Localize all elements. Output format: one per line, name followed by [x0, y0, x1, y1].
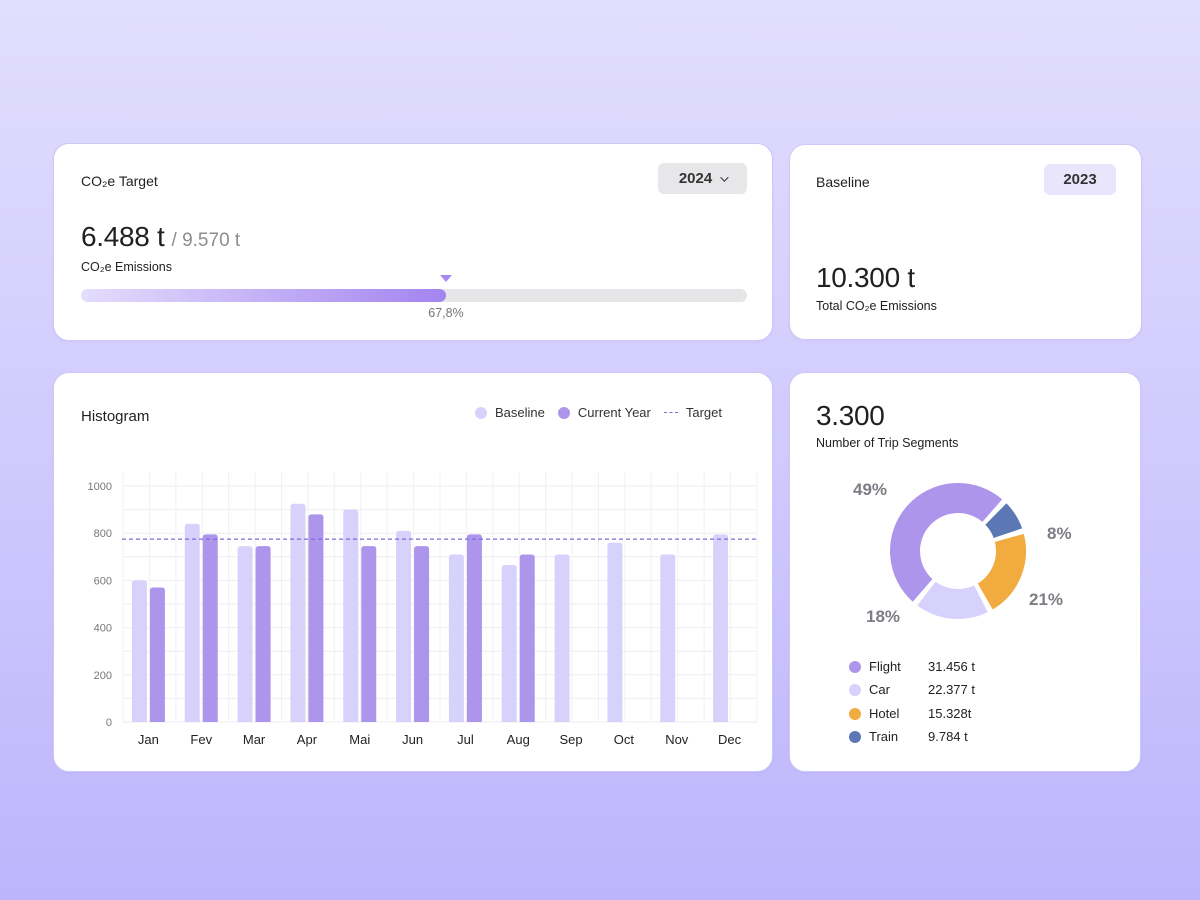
current-year-bar: [202, 534, 218, 722]
target-total-value: / 9.570 t: [171, 230, 241, 251]
baseline-year-badge: 2023: [1044, 164, 1116, 195]
baseline-bar: [660, 554, 676, 722]
year-select-value: 2024: [678, 170, 713, 187]
legend-name: Train: [869, 729, 899, 744]
target-dash-swatch: [663, 412, 678, 413]
baseline-bar: [131, 580, 147, 722]
current-year-bar: [519, 554, 535, 722]
progress-marker-icon: [439, 275, 452, 282]
pct-label-train: 8%: [1047, 524, 1072, 543]
donut-legend-hotel: Hotel 15.328t: [849, 706, 971, 721]
car-swatch: [849, 683, 861, 696]
current-year-bar: [466, 534, 482, 722]
x-tick-label: Fev: [190, 732, 212, 747]
y-tick-label: 600: [94, 575, 112, 587]
current-year-bar: [361, 546, 377, 722]
legend-name: Car: [869, 682, 890, 697]
baseline-bar: [713, 534, 729, 722]
legend-baseline: Baseline: [475, 405, 545, 420]
legend-value: 31.456 t: [928, 659, 975, 674]
current-year-swatch: [557, 406, 570, 419]
x-tick-label: Apr: [297, 732, 318, 747]
trip-donut-chart: [888, 481, 1028, 621]
x-tick-label: Jul: [457, 732, 474, 747]
y-tick-label: 400: [94, 623, 112, 635]
legend-target: Target: [663, 405, 723, 420]
hotel-swatch: [849, 707, 861, 720]
current-year-bar: [255, 546, 271, 722]
donut-segment-car: [914, 579, 990, 621]
baseline-swatch: [475, 406, 487, 419]
baseline-bar: [554, 554, 570, 722]
baseline-total-value: 10.300 t: [816, 262, 915, 293]
baseline-bar: [501, 565, 517, 722]
x-tick-label: Aug: [507, 732, 530, 747]
baseline-bar: [237, 546, 253, 722]
baseline-card-title: Baseline: [816, 174, 870, 190]
legend-name: Hotel: [869, 706, 900, 721]
baseline-bar: [448, 554, 464, 722]
histogram-chart: 0 200 400 600 800 1000 Jan Fev Mar Apr Mai Jun Jul Au…: [88, 472, 758, 747]
current-year-bar: [149, 587, 165, 722]
histogram-card: Histogram Baseline Current Year Target 0…: [53, 372, 773, 772]
pct-label-car: 18%: [866, 607, 901, 626]
donut-legend-flight: Flight 31.456 t: [849, 659, 975, 674]
co2e-target-card: CO₂e Target 2024 6.488 t / 9.570 t CO₂e …: [53, 143, 773, 341]
y-tick-label: 800: [94, 528, 112, 540]
current-year-bar: [414, 546, 430, 722]
y-tick-label: 1000: [88, 481, 112, 493]
donut-segment-train: [982, 500, 1025, 541]
legend-value: 22.377 t: [928, 682, 975, 697]
baseline-total-label: Total CO₂e Emissions: [816, 299, 937, 313]
x-tick-label: Dec: [718, 732, 742, 747]
x-tick-label: Nov: [665, 732, 689, 747]
histogram-legend: Baseline Current Year Target: [475, 405, 735, 420]
legend-baseline-label: Baseline: [495, 405, 545, 420]
current-year-bar: [308, 514, 324, 722]
target-card-title: CO₂e Target: [81, 173, 158, 189]
year-select[interactable]: 2024: [658, 163, 747, 194]
legend-value: 9.784 t: [928, 729, 968, 744]
train-swatch: [849, 730, 861, 743]
donut-legend-car: Car 22.377 t: [849, 682, 975, 697]
flight-swatch: [849, 660, 861, 673]
chevron-down-icon: [720, 172, 729, 182]
donut-segment-flight: [888, 481, 1005, 605]
trip-segments-label: Number of Trip Segments: [816, 436, 959, 450]
progress-percentage: 67,8%: [428, 306, 464, 320]
legend-target-label: Target: [685, 405, 723, 420]
baseline-bar: [184, 523, 200, 722]
baseline-bar: [343, 509, 359, 722]
x-tick-label: Jan: [138, 732, 159, 747]
target-value-row: 6.488 t / 9.570 t: [81, 221, 240, 253]
x-tick-label: Mai: [349, 732, 370, 747]
target-emissions-label: CO₂e Emissions: [81, 260, 172, 274]
pct-label-hotel: 21%: [1029, 590, 1064, 609]
x-tick-label: Sep: [560, 732, 583, 747]
baseline-card: Baseline 2023 10.300 t Total CO₂e Emissi…: [789, 144, 1142, 340]
baseline-bar: [290, 503, 306, 722]
legend-current-year-label: Current Year: [577, 405, 651, 420]
donut-legend-train: Train 9.784 t: [849, 729, 968, 744]
trip-segments-value: 3.300: [816, 400, 885, 431]
legend-current-year: Current Year: [557, 405, 651, 420]
donut-segment-hotel: [975, 531, 1028, 612]
progress-fill: [81, 289, 446, 302]
baseline-bar: [607, 542, 623, 722]
progress-track: [81, 289, 747, 302]
x-tick-label: Mar: [243, 732, 266, 747]
target-emissions-value: 6.488 t: [81, 221, 165, 252]
baseline-bar: [396, 530, 412, 722]
x-tick-label: Jun: [402, 732, 423, 747]
x-tick-label: Oct: [614, 732, 635, 747]
pct-label-flight: 49%: [853, 480, 888, 499]
legend-value: 15.328t: [928, 706, 972, 721]
trip-segments-card: 3.300 Number of Trip Segments 49% 8% 21%…: [789, 372, 1141, 772]
y-tick-label: 200: [94, 670, 112, 682]
y-tick-label: 0: [106, 717, 112, 729]
legend-name: Flight: [869, 659, 901, 674]
histogram-title: Histogram: [81, 408, 150, 425]
